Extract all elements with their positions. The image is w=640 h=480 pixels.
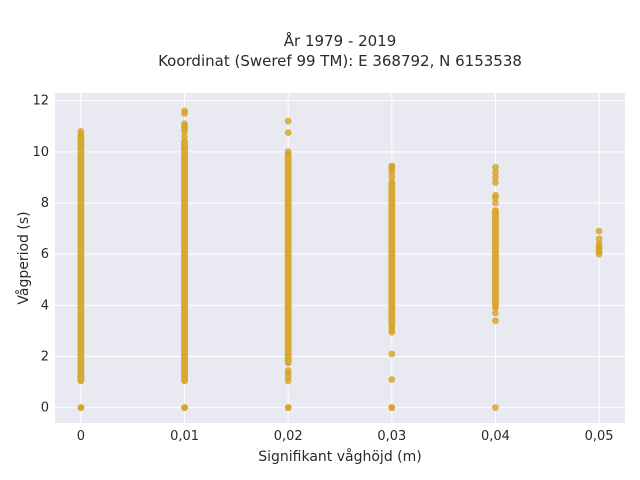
data-point xyxy=(388,162,396,170)
data-point xyxy=(284,117,292,125)
data-point xyxy=(181,107,188,115)
chart-title-line-1: År 1979 - 2019 xyxy=(284,31,397,50)
data-point xyxy=(492,191,499,199)
data-point xyxy=(77,404,85,412)
x-tick-label: 0 xyxy=(77,429,85,444)
data-point xyxy=(492,304,499,312)
x-axis-label: Signifikant våghöjd (m) xyxy=(258,448,421,465)
y-tick-label: 2 xyxy=(41,349,49,364)
data-point xyxy=(595,227,603,235)
data-points xyxy=(77,107,603,412)
data-point-cluster xyxy=(181,138,188,385)
plot-area xyxy=(55,93,625,423)
data-point xyxy=(181,133,188,140)
y-tick-label: 4 xyxy=(41,298,49,313)
x-tick-label: 0,05 xyxy=(585,429,614,444)
data-point xyxy=(492,174,499,181)
data-point xyxy=(492,179,499,186)
y-tick-label: 12 xyxy=(32,94,49,109)
data-point xyxy=(595,235,603,243)
data-point-cluster xyxy=(388,179,396,330)
data-point-cluster xyxy=(77,133,85,385)
data-point-cluster xyxy=(492,207,499,309)
chart-title-line-2: Koordinat (Sweref 99 TM): E 368792, N 61… xyxy=(158,52,522,70)
data-point xyxy=(77,127,85,135)
y-tick-label: 0 xyxy=(41,401,49,416)
data-point xyxy=(492,309,499,317)
data-point xyxy=(492,317,499,325)
y-tick-label: 8 xyxy=(41,196,49,211)
data-point xyxy=(595,240,603,248)
tick-labels: 0 0,01 0,02 0,03 0,04 0,05 0 2 4 6 8 10 12 xyxy=(32,94,613,444)
data-point xyxy=(181,404,188,412)
data-point xyxy=(492,199,499,207)
y-tick-label: 6 xyxy=(41,247,49,262)
data-point xyxy=(284,148,292,156)
data-point xyxy=(388,326,396,334)
x-tick-label: 0,02 xyxy=(274,429,303,444)
data-point xyxy=(388,350,396,358)
data-point-cluster xyxy=(284,150,292,367)
data-point xyxy=(284,367,292,374)
data-point xyxy=(284,404,292,412)
x-tick-label: 0,03 xyxy=(377,429,406,444)
data-point xyxy=(492,404,499,412)
data-point xyxy=(181,120,188,128)
data-point xyxy=(284,129,292,137)
data-point xyxy=(388,376,396,383)
x-tick-label: 0,04 xyxy=(481,429,510,444)
x-tick-label: 0,01 xyxy=(170,429,199,444)
y-tick-label: 10 xyxy=(32,145,49,160)
data-point xyxy=(492,168,499,176)
y-axis-label: Vågperiod (s) xyxy=(15,211,32,304)
data-point xyxy=(492,163,499,171)
data-point xyxy=(388,404,396,412)
